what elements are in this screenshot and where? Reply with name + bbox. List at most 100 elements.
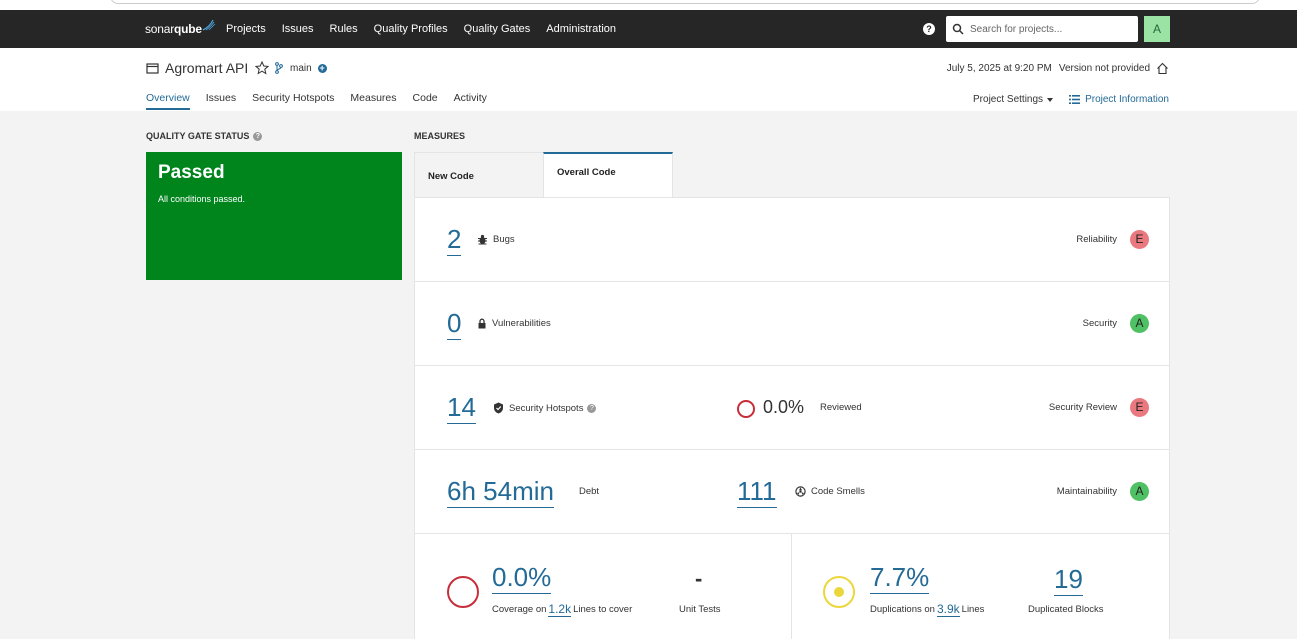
nav-rules[interactable]: Rules	[329, 23, 358, 35]
security-row: 0 Vulnerabilities Security A	[415, 282, 1169, 366]
hotspots-label: Security Hotspots ?	[493, 402, 597, 414]
project-icon	[146, 63, 159, 74]
coverage-label-suffix: Lines to cover	[573, 604, 633, 615]
bugs-label: Bugs	[477, 234, 515, 245]
duplicated-blocks-label: Duplicated Blocks	[1028, 604, 1104, 615]
vulnerabilities-count[interactable]: 0	[447, 308, 462, 340]
search-icon	[952, 23, 964, 35]
help-icon[interactable]: ?	[587, 403, 597, 413]
project-information-link[interactable]: Project Information	[1069, 94, 1169, 105]
duplications-ring-icon	[823, 576, 855, 608]
quality-gate-status-box: Passed All conditions passed.	[146, 152, 402, 280]
reviewed-ring-icon	[737, 400, 755, 418]
bugs-count[interactable]: 2	[447, 224, 462, 256]
coverage-label-prefix: Coverage on	[492, 604, 547, 615]
browser-top-strip	[0, 0, 1297, 10]
browser-address-edge	[110, 0, 1260, 4]
maintainability-rating[interactable]: A	[1130, 482, 1149, 501]
hotspots-label-text: Security Hotspots	[509, 402, 584, 414]
tab-measures[interactable]: Measures	[350, 92, 397, 104]
help-icon[interactable]: ?	[253, 131, 263, 141]
quality-gate-title: QUALITY GATE STATUS?	[146, 131, 263, 141]
tab-issues[interactable]: Issues	[205, 92, 237, 104]
code-smell-icon	[795, 486, 806, 497]
branch-icon	[275, 62, 283, 74]
lock-icon	[478, 318, 486, 329]
nav-projects[interactable]: Projects	[226, 23, 266, 35]
debt-value[interactable]: 6h 54min	[447, 476, 554, 508]
main-nav-links: Projects Issues Rules Quality Profiles Q…	[226, 22, 632, 36]
project-settings-dropdown[interactable]: Project Settings	[973, 94, 1054, 105]
project-version: Version not provided	[1058, 63, 1150, 74]
reviewed-label: Reviewed	[820, 402, 862, 413]
coverage-duplications-row: 0.0% Coverage on 1.2k Lines to cover - U…	[415, 534, 1169, 639]
quality-gate-message: All conditions passed.	[158, 194, 246, 204]
code-smells-label-text: Code Smells	[811, 486, 865, 497]
shield-icon	[494, 402, 503, 414]
branch-selector[interactable]: main +	[275, 62, 327, 74]
nav-quality-profiles[interactable]: Quality Profiles	[373, 23, 448, 35]
security-rating[interactable]: A	[1130, 314, 1149, 333]
tab-code[interactable]: Code	[412, 92, 438, 104]
search-input[interactable]	[970, 23, 1130, 35]
chevron-down-icon	[1047, 97, 1054, 102]
home-icon[interactable]	[1156, 62, 1169, 75]
lines-to-cover-count[interactable]: 1.2k	[548, 602, 572, 617]
reliability-rating[interactable]: E	[1130, 230, 1149, 249]
nav-quality-gates[interactable]: Quality Gates	[463, 23, 531, 35]
hotspots-count[interactable]: 14	[447, 392, 476, 424]
coverage-ring-icon	[447, 576, 479, 608]
security-review-rating[interactable]: E	[1130, 398, 1149, 417]
analysis-date: July 5, 2025 at 9:20 PM	[946, 63, 1052, 74]
project-actions: Project Settings Project Information	[973, 94, 1169, 105]
favorite-star-icon[interactable]	[255, 61, 270, 75]
list-icon	[1069, 95, 1081, 104]
tab-activity[interactable]: Activity	[453, 92, 487, 104]
quality-gate-status: Passed	[158, 162, 225, 183]
logo-text-bold: qube	[174, 22, 202, 36]
reviewed-percent[interactable]: 0.0%	[763, 397, 805, 417]
bugs-label-text: Bugs	[493, 234, 515, 245]
sonar-waves-icon	[202, 19, 216, 31]
tab-overview[interactable]: Overview	[146, 92, 190, 110]
maintainability-label: Maintainability	[1056, 486, 1117, 497]
duplications-label: Duplications on 3.9k Lines	[870, 602, 984, 617]
unit-tests-value: -	[695, 566, 703, 591]
nav-issues[interactable]: Issues	[281, 23, 314, 35]
project-search[interactable]	[946, 16, 1138, 42]
vulnerabilities-label: Vulnerabilities	[477, 318, 551, 329]
tab-security-hotspots[interactable]: Security Hotspots	[252, 92, 335, 104]
add-branch-icon[interactable]: +	[317, 62, 327, 73]
code-smells-label: Code Smells	[795, 486, 865, 497]
tab-new-code[interactable]: New Code	[414, 152, 544, 197]
code-smells-count[interactable]: 111	[737, 476, 777, 508]
logo-text-light: sonar	[145, 22, 175, 36]
project-information-label: Project Information	[1085, 94, 1169, 105]
debt-label: Debt	[579, 486, 600, 497]
tab-overall-code[interactable]: Overall Code	[543, 152, 673, 197]
duplications-label-suffix: Lines	[961, 604, 985, 615]
bug-icon	[478, 234, 487, 245]
coverage-percent[interactable]: 0.0%	[492, 562, 552, 594]
measures-title: MEASURES	[414, 131, 466, 141]
duplicated-blocks-count[interactable]: 19	[1054, 564, 1083, 596]
sonarqube-logo[interactable]: sonarqube	[145, 19, 216, 38]
project-tabs: Overview Issues Security Hotspots Measur…	[146, 92, 503, 110]
security-label: Security	[1082, 318, 1117, 329]
duplications-percent[interactable]: 7.7%	[870, 562, 930, 594]
duplication-lines-count[interactable]: 3.9k	[936, 602, 960, 617]
user-avatar[interactable]: A	[1144, 16, 1170, 42]
reliability-row: 2 Bugs Reliability E	[415, 198, 1169, 282]
help-icon[interactable]: ?	[923, 23, 935, 35]
branch-name: main	[290, 62, 312, 74]
project-name[interactable]: Agromart API	[165, 60, 249, 76]
measures-panel: 2 Bugs Reliability E 0 Vulnerabilities S…	[414, 197, 1170, 639]
unit-tests-label: Unit Tests	[679, 604, 721, 615]
project-settings-label: Project Settings	[973, 94, 1044, 105]
security-review-label: Security Review	[1048, 402, 1117, 413]
reliability-label: Reliability	[1076, 234, 1117, 245]
nav-administration[interactable]: Administration	[546, 23, 616, 35]
column-divider	[791, 534, 792, 639]
analysis-meta: July 5, 2025 at 9:20 PM Version not prov…	[947, 62, 1169, 75]
coverage-label: Coverage on 1.2k Lines to cover	[492, 602, 632, 617]
